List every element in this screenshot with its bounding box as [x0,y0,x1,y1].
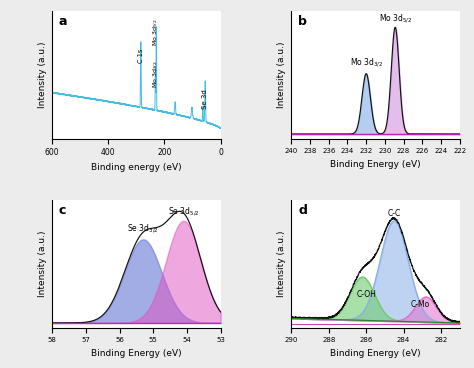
Text: Se 3d: Se 3d [201,90,208,110]
Text: c: c [59,204,66,217]
Text: Mo 3d$_{3/2}$: Mo 3d$_{3/2}$ [349,56,383,69]
Text: a: a [59,15,67,28]
Text: C-C: C-C [388,209,401,218]
Text: Mo 3d$_{3/2}$: Mo 3d$_{3/2}$ [151,60,160,88]
Text: Mo 3d$_{5/2}$: Mo 3d$_{5/2}$ [152,19,160,46]
Y-axis label: Intensity (a.u.): Intensity (a.u.) [37,230,46,297]
Text: b: b [298,15,307,28]
Text: C-Mo: C-Mo [410,300,430,309]
X-axis label: Binding Energy (eV): Binding Energy (eV) [330,160,421,169]
Text: C 1s: C 1s [138,49,144,63]
Text: C-OH: C-OH [357,290,377,300]
Text: d: d [298,204,307,217]
X-axis label: Binding energy (eV): Binding energy (eV) [91,163,182,172]
Text: Se 3d$_{5/2}$: Se 3d$_{5/2}$ [168,206,200,219]
Y-axis label: Intensity (a.u.): Intensity (a.u.) [277,42,286,108]
Y-axis label: Intensity (a.u.): Intensity (a.u.) [277,230,286,297]
X-axis label: Binding Energy (eV): Binding Energy (eV) [91,349,182,358]
X-axis label: Binding Energy (eV): Binding Energy (eV) [330,349,421,358]
Text: Se 3d$_{3/2}$: Se 3d$_{3/2}$ [128,222,159,235]
Text: Mo 3d$_{5/2}$: Mo 3d$_{5/2}$ [379,12,412,25]
Y-axis label: Intensity (a.u.): Intensity (a.u.) [37,42,46,108]
